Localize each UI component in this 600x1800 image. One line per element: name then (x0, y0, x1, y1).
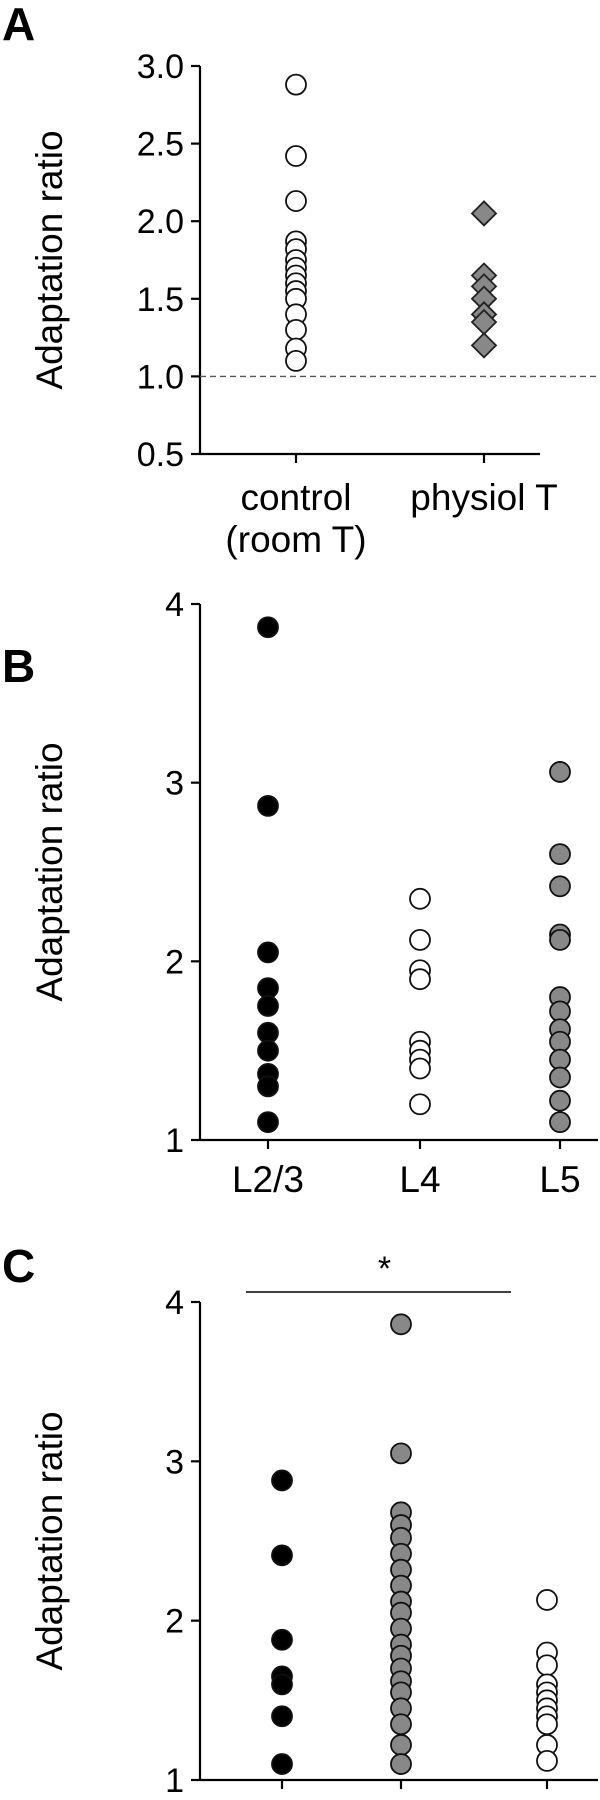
data-point (549, 875, 571, 898)
y-tick-label: 4 (165, 586, 184, 624)
data-point (390, 1734, 412, 1756)
data-point (409, 928, 431, 951)
data-point (285, 190, 307, 212)
category-label: L5 (539, 1159, 580, 1200)
category-label: L2/3 (232, 1159, 304, 1200)
data-point (536, 1749, 558, 1772)
data-point (271, 1673, 293, 1696)
panel-a: A Adaptation ratio 0.5 1.0 1.5 2.0 2.5 3.0 contr… (2, 0, 600, 560)
data-point (409, 968, 431, 991)
y-axis-label: Adaptation ratio (29, 742, 70, 1001)
data-point (271, 1628, 293, 1651)
category-label-line: L5 (539, 1159, 580, 1200)
y-tick-label: 2 (165, 1603, 184, 1641)
y-tick-label: 3 (165, 1443, 184, 1481)
data-point (271, 1469, 293, 1492)
data-point (271, 1544, 293, 1567)
data-point (285, 73, 307, 96)
data-point (409, 1093, 431, 1116)
data-point (536, 1589, 558, 1611)
data-point (285, 318, 307, 341)
data-point (285, 145, 307, 167)
data-point (470, 332, 498, 359)
data-point (549, 928, 571, 951)
data-point (409, 1057, 431, 1080)
panel-letter: B (2, 640, 35, 692)
data-point (271, 1705, 293, 1728)
y-tick-label: 2 (165, 943, 184, 981)
data-point (536, 1713, 558, 1736)
panel-letter: A (2, 0, 35, 50)
data-point (257, 995, 279, 1017)
data-point (390, 1753, 412, 1775)
category-label-line: physiol T (410, 477, 557, 518)
data-point (549, 843, 571, 866)
category-label: control (room T) (225, 477, 366, 560)
y-tick-label: 1 (165, 1122, 184, 1160)
significance-label: * (378, 1250, 391, 1288)
y-tick-label: 2.5 (137, 126, 184, 164)
data-point (409, 887, 431, 910)
data-point (549, 1089, 571, 1112)
data-point (257, 1075, 279, 1098)
data-point (536, 1654, 558, 1677)
data-point (271, 1753, 293, 1775)
data-point (390, 1713, 412, 1736)
data-point (285, 349, 307, 372)
y-tick-label: 0.5 (137, 436, 184, 474)
data-point (470, 200, 498, 227)
data-point (257, 616, 279, 639)
data-point (549, 761, 571, 783)
category-label: physiol T (410, 477, 557, 518)
data-point (549, 1111, 571, 1134)
y-axis-label: Adaptation ratio (29, 1411, 70, 1670)
y-tick-label: 3.0 (137, 48, 184, 86)
y-tick-label: 4 (165, 1284, 184, 1322)
y-tick-label: 1.5 (137, 281, 184, 319)
y-tick-label: 1 (165, 1762, 184, 1800)
data-point (390, 1313, 412, 1336)
y-tick-label: 1.0 (137, 358, 184, 396)
category-label-line: (room T) (225, 519, 366, 560)
category-label: L4 (399, 1159, 440, 1200)
data-point (390, 1442, 412, 1465)
data-point (257, 1111, 279, 1134)
y-axis-label: Adaptation ratio (29, 130, 70, 389)
data-point (549, 1066, 571, 1089)
y-tick-label: 2.0 (137, 203, 184, 241)
category-label-line: control (240, 477, 351, 518)
panel-letter: C (2, 1240, 35, 1292)
data-point (257, 794, 279, 817)
data-point (257, 1039, 279, 1062)
category-label-line: L4 (399, 1159, 440, 1200)
y-tick-label: 3 (165, 765, 184, 803)
category-label-line: L2/3 (232, 1159, 304, 1200)
panel-b: B Adaptation ratio 1 2 3 4 L2/3 L4 L5 (2, 586, 598, 1200)
data-point (257, 941, 279, 964)
